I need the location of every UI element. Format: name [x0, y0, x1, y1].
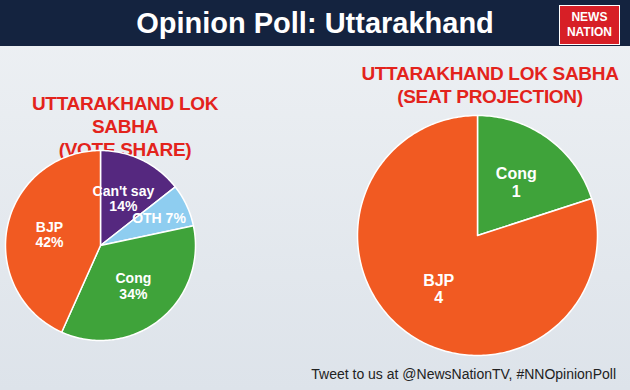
- html-text:UTTARAKHAND LOK SABHA: UTTARAKHAND LOK SABHA: [31, 93, 219, 137]
- html-text:UTTARAKHAND LOK SABHA: UTTARAKHAND LOK SABHA: [361, 63, 619, 84]
- html-text:NATION: NATION: [566, 25, 612, 39]
- svg-text:OTH 7%: OTH 7%: [132, 210, 186, 226]
- svg-text:Cong34%: Cong34%: [115, 270, 151, 301]
- html-text:(SEAT PROJECTION): (SEAT PROJECTION): [397, 86, 583, 107]
- html-text:Can't say: Can't say: [92, 182, 155, 199]
- html-text:NEWS: NEWS: [571, 10, 608, 24]
- html-text:Opinion Poll: Uttarakhand: Opinion Poll: Uttarakhand: [136, 7, 494, 39]
- html-text:(VOTE SHARE): (VOTE SHARE): [58, 139, 192, 160]
- html-text:Tweet to us at @NewsNationTV,: Tweet to us at @NewsNationTV, #NNOpinion…: [311, 366, 616, 382]
- html-text:14%: 14%: [109, 198, 138, 215]
- svg-text:BJP4: BJP4: [423, 272, 454, 307]
- svg-text:BJP42%: BJP42%: [35, 219, 64, 250]
- svg-text:Cong1: Cong1: [496, 165, 537, 200]
